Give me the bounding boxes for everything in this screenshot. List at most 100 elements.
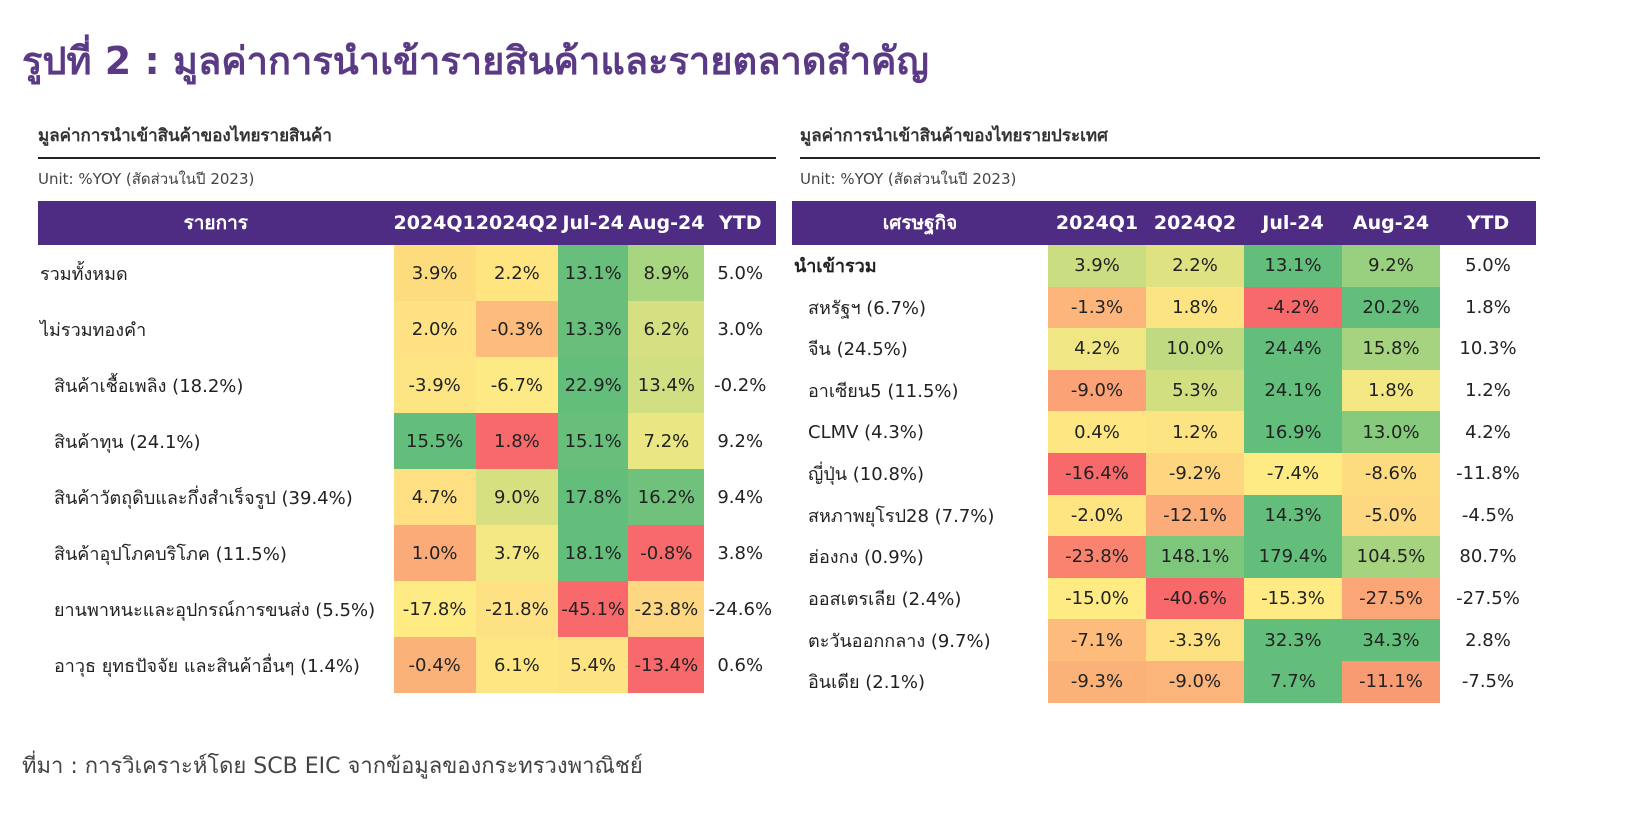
ytd-cell: -11.8% — [1440, 452, 1536, 495]
row-label: ตะวันออกกลาง (9.7%) — [808, 630, 991, 652]
country-import-table: เศรษฐกิจ 2024Q1 2024Q2 Jul-24 Aug-24 YTD… — [792, 201, 1536, 703]
value-cell: 3.9% — [393, 245, 476, 301]
value-cell: 6.1% — [475, 637, 559, 693]
table-row: อาเซียน5 (11.5%) -9.0% 5.3% 24.1% 1.8% 1.2% — [792, 369, 1536, 412]
ytd-cell: 0.6% — [704, 637, 776, 693]
table-row: ไม่รวมทองคำ 2.0% -0.3% 13.3% 6.2% 3.0% — [38, 301, 776, 357]
value-cell: -0.8% — [628, 525, 705, 581]
table-row: สหภาพยุโรป28 (7.7%) -2.0% -12.1% 14.3% -5.0%… — [792, 494, 1536, 537]
value-cell: 4.2% — [1048, 328, 1146, 370]
value-cell: 13.4% — [628, 357, 705, 413]
value-cell: 5.4% — [558, 637, 629, 693]
header-aug-24: Aug-24 — [628, 201, 705, 245]
table-row: สินค้าวัตถุดิบและกึ่งสำเร็จรูป (39.4%) 4.… — [38, 469, 776, 525]
value-cell: -1.3% — [1048, 286, 1146, 329]
row-label: รวมทั้งหมด — [40, 263, 128, 285]
value-cell: 2.0% — [393, 301, 476, 357]
ytd-cell: 3.0% — [704, 301, 776, 357]
value-cell: 1.8% — [1342, 369, 1440, 412]
value-cell: 15.1% — [558, 413, 629, 469]
header-ytd: YTD — [704, 201, 776, 245]
value-cell: -9.0% — [1146, 660, 1244, 703]
ytd-cell: 4.2% — [1440, 411, 1536, 453]
value-cell: 34.3% — [1342, 619, 1440, 661]
row-label: สินค้าเชื้อเพลิง (18.2%) — [54, 375, 244, 397]
value-cell: -27.5% — [1342, 577, 1440, 620]
value-cell: 2.2% — [1146, 245, 1244, 287]
table-row: นำเข้ารวม 3.9% 2.2% 13.1% 9.2% 5.0% — [792, 245, 1536, 287]
header-2024q2: 2024Q2 — [475, 201, 559, 245]
ytd-cell: 1.2% — [1440, 369, 1536, 412]
ytd-cell: 10.3% — [1440, 328, 1536, 370]
row-label: สหรัฐฯ (6.7%) — [808, 297, 927, 319]
row-label: สหภาพยุโรป28 (7.7%) — [808, 505, 995, 527]
value-cell: -7.4% — [1244, 452, 1342, 495]
value-cell: 16.9% — [1244, 411, 1342, 453]
value-cell: 15.8% — [1342, 328, 1440, 370]
ytd-cell: 3.8% — [704, 525, 776, 581]
row-label: ญี่ปุ่น (10.8%) — [808, 464, 925, 486]
row-label: อินเดีย (2.1%) — [808, 672, 925, 694]
product-panel-unit: Unit: %YOY (สัดส่วนในปี 2023) — [38, 170, 255, 188]
country-panel-unit: Unit: %YOY (สัดส่วนในปี 2023) — [800, 170, 1017, 188]
ytd-cell: 5.0% — [1440, 245, 1536, 287]
table-row: อินเดีย (2.1%) -9.3% -9.0% 7.7% -11.1% -7.5% — [792, 660, 1536, 703]
source-note: ที่มา : การวิเคราะห์โดย SCB EIC จากข้อมู… — [22, 754, 643, 779]
row-label: สินค้าวัตถุดิบและกึ่งสำเร็จรูป (39.4%) — [54, 487, 353, 509]
table-row: รวมทั้งหมด 3.9% 2.2% 13.1% 8.9% 5.0% — [38, 245, 776, 301]
table-row: สหรัฐฯ (6.7%) -1.3% 1.8% -4.2% 20.2% 1.8% — [792, 286, 1536, 329]
product-panel-title: มูลค่าการนำเข้าสินค้าของไทยรายสินค้า — [38, 122, 776, 159]
header-2024q1: 2024Q1 — [393, 201, 476, 245]
header-ytd: YTD — [1440, 201, 1536, 245]
table-row: ญี่ปุ่น (10.8%) -16.4% -9.2% -7.4% -8.6% -11.… — [792, 452, 1536, 495]
value-cell: 18.1% — [558, 525, 629, 581]
ytd-cell: -4.5% — [1440, 494, 1536, 537]
ytd-cell: -24.6% — [704, 581, 776, 637]
table-header-row: รายการ 2024Q1 2024Q2 Jul-24 Aug-24 YTD — [38, 201, 776, 245]
ytd-cell: 9.4% — [704, 469, 776, 525]
row-label: อาวุธ ยุทธปัจจัย และสินค้าอื่นๆ (1.4%) — [54, 655, 360, 677]
value-cell: 13.3% — [558, 301, 629, 357]
row-label: อาเซียน5 (11.5%) — [808, 381, 959, 403]
value-cell: -9.2% — [1146, 452, 1244, 495]
value-cell: 32.3% — [1244, 619, 1342, 661]
value-cell: -13.4% — [628, 637, 705, 693]
value-cell: 24.4% — [1244, 328, 1342, 370]
ytd-cell: -27.5% — [1440, 577, 1536, 620]
value-cell: 4.7% — [393, 469, 476, 525]
value-cell: -23.8% — [1048, 536, 1146, 578]
value-cell: 1.8% — [1146, 286, 1244, 329]
row-label: ไม่รวมทองคำ — [40, 319, 147, 341]
value-cell: 1.0% — [393, 525, 476, 581]
value-cell: 10.0% — [1146, 328, 1244, 370]
value-cell: -9.3% — [1048, 660, 1146, 703]
value-cell: 5.3% — [1146, 369, 1244, 412]
value-cell: 13.0% — [1342, 411, 1440, 453]
table-row: ออสเตรเลีย (2.4%) -15.0% -40.6% -15.3% -27.5… — [792, 577, 1536, 620]
value-cell: -8.6% — [1342, 452, 1440, 495]
row-label: สินค้าอุปโภคบริโภค (11.5%) — [54, 543, 287, 565]
row-label: ฮ่องกง (0.9%) — [808, 547, 924, 569]
header-economy: เศรษฐกิจ — [792, 201, 1048, 245]
product-import-panel: มูลค่าการนำเข้าสินค้าของไทยรายสินค้า Uni… — [38, 122, 776, 693]
value-cell: -0.3% — [475, 301, 559, 357]
value-cell: 20.2% — [1342, 286, 1440, 329]
ytd-cell: -7.5% — [1440, 660, 1536, 703]
value-cell: 22.9% — [558, 357, 629, 413]
value-cell: 13.1% — [1244, 245, 1342, 287]
country-panel-title: มูลค่าการนำเข้าสินค้าของไทยรายประเทศ — [800, 122, 1540, 159]
ytd-cell: 80.7% — [1440, 536, 1536, 578]
table-row: สินค้าทุน (24.1%) 15.5% 1.8% 15.1% 7.2% 9.2% — [38, 413, 776, 469]
value-cell: -23.8% — [628, 581, 705, 637]
value-cell: 0.4% — [1048, 411, 1146, 453]
country-import-panel: มูลค่าการนำเข้าสินค้าของไทยรายประเทศ Uni… — [792, 122, 1540, 703]
value-cell: 14.3% — [1244, 494, 1342, 537]
value-cell: 104.5% — [1342, 536, 1440, 578]
value-cell: -6.7% — [475, 357, 559, 413]
table-row: สินค้าอุปโภคบริโภค (11.5%) 1.0% 3.7% 18.1% -… — [38, 525, 776, 581]
value-cell: -45.1% — [558, 581, 629, 637]
value-cell: 2.2% — [475, 245, 559, 301]
header-aug-24: Aug-24 — [1342, 201, 1440, 245]
value-cell: 17.8% — [558, 469, 629, 525]
value-cell: 1.8% — [475, 413, 559, 469]
